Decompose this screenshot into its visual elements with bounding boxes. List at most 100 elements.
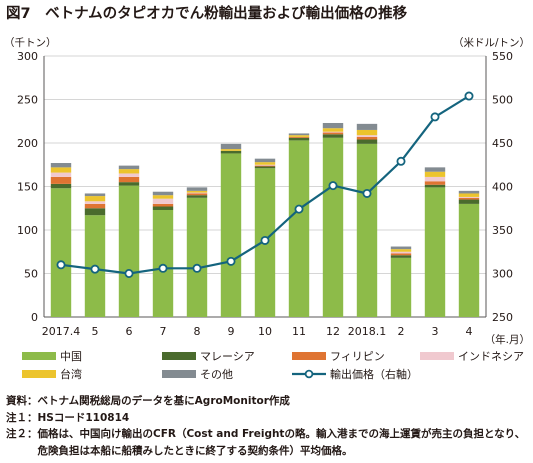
legend-label: 輸出価格（右軸） — [330, 367, 418, 381]
legend-swatch — [292, 352, 326, 360]
price-point — [56, 260, 66, 270]
bar-segment — [186, 197, 208, 317]
note-2: 注２： 価格は、中国向け輸出のCFR（Cost and Freightの略。輸入… — [6, 426, 528, 459]
note-1-text: HSコード110814 — [37, 411, 130, 424]
y-right-tick-label: 300 — [492, 268, 513, 281]
legend-swatch — [22, 352, 56, 360]
x-tick-label: 4 — [466, 325, 473, 338]
x-tick-label: 11 — [292, 325, 306, 338]
bar-segment — [458, 190, 480, 194]
bar-segment — [152, 203, 174, 207]
bar-segment — [390, 257, 412, 317]
bar-segment — [152, 209, 174, 317]
price-point — [226, 256, 236, 266]
y-left-axis-label: （千トン） — [4, 37, 57, 49]
bar-segment — [424, 167, 446, 172]
bar-segment — [356, 139, 378, 144]
bar-segment — [50, 172, 72, 177]
bar-segment — [390, 253, 412, 256]
bar-segment — [458, 197, 480, 200]
y-left-tick-label: 50 — [24, 268, 38, 281]
legend-swatch — [22, 370, 56, 378]
bar-segment — [424, 181, 446, 185]
x-tick-label: 8 — [194, 325, 201, 338]
bar-segment — [356, 129, 378, 136]
y-right-tick-label: 550 — [492, 50, 513, 63]
legend-label: その他 — [200, 368, 233, 381]
bar-segment — [220, 143, 242, 150]
bar-segment — [254, 162, 276, 165]
bar-segment — [220, 149, 242, 151]
bar-segment — [118, 182, 140, 186]
price-point — [294, 204, 304, 214]
bar-segment — [424, 187, 446, 317]
x-tick-label: 6 — [126, 325, 133, 338]
chart: 図7 ベトナムのタピオカでん粉輸出量および輸出価格の推移 （千トン） （米ドル/トン… — [4, 4, 530, 381]
bar-segment — [254, 165, 276, 167]
x-tick-label: 2017.4 — [42, 325, 81, 338]
bar-segment — [50, 167, 72, 173]
bar-segment — [186, 193, 208, 196]
y-left-tick-label: 250 — [17, 94, 38, 107]
bar-segment — [152, 195, 174, 199]
bar-segment — [220, 150, 242, 154]
bar-segment — [322, 122, 344, 129]
bar-segment — [356, 135, 378, 137]
bar-segment — [458, 203, 480, 317]
y-right-tick-label: 250 — [492, 311, 513, 324]
y-left-tick-label: 0 — [31, 311, 38, 324]
bar-segment — [186, 195, 208, 198]
bar-segment — [322, 137, 344, 317]
bar-segment — [152, 191, 174, 196]
note-source-text: ベトナム関税総局のデータを基にAgroMonitor作成 — [37, 395, 290, 407]
y-right-tick-label: 400 — [492, 181, 513, 194]
bar-segment — [288, 140, 310, 317]
bar-segment — [118, 173, 140, 177]
bar-segment — [254, 164, 276, 166]
bar-segment — [288, 136, 310, 138]
legend-line-marker — [304, 369, 314, 379]
bar-segment — [390, 255, 412, 258]
price-point — [328, 181, 338, 191]
price-point — [396, 156, 406, 166]
bar-segment — [84, 203, 106, 209]
bar-segment — [322, 128, 344, 132]
bar-segment — [322, 131, 344, 133]
bar-segment — [390, 249, 412, 252]
bar-segment — [84, 196, 106, 202]
bar-segment — [50, 183, 72, 189]
y-left-tick-label: 100 — [17, 224, 38, 237]
bar-segment — [254, 166, 276, 169]
legend-swatch — [420, 352, 454, 360]
bar-segment — [356, 143, 378, 317]
x-tick-label: 5 — [92, 325, 99, 338]
price-point — [90, 264, 100, 274]
y-right-tick-label: 350 — [492, 224, 513, 237]
bar-segment — [152, 198, 174, 204]
bar-segment — [424, 176, 446, 182]
bar-segment — [288, 137, 310, 141]
bar-segment — [424, 171, 446, 177]
note-1-label: 注１： — [6, 411, 38, 424]
price-point — [464, 91, 474, 101]
bar-segment — [458, 193, 480, 197]
legend-label: インドネシア — [458, 350, 524, 363]
legend-label: 中国 — [60, 350, 82, 363]
bar-segment — [356, 136, 378, 140]
bar-segment — [118, 165, 140, 170]
legend-swatch — [162, 370, 196, 378]
bar-segment — [186, 190, 208, 193]
bar-segment — [220, 153, 242, 317]
x-axis-label: （年.月） — [485, 333, 530, 346]
legend-label: フィリピン — [330, 350, 385, 363]
bar-segment — [84, 193, 106, 197]
note-source: 資料： ベトナム関税総局のデータを基にAgroMonitor作成 — [6, 393, 528, 410]
bar-segment — [50, 188, 72, 317]
price-point — [362, 188, 372, 198]
y-right-tick-label: 500 — [492, 94, 513, 107]
price-point — [260, 235, 270, 245]
price-point — [192, 263, 202, 273]
legend-swatch — [162, 352, 196, 360]
bar-segment — [152, 206, 174, 210]
x-tick-label: 7 — [160, 325, 167, 338]
